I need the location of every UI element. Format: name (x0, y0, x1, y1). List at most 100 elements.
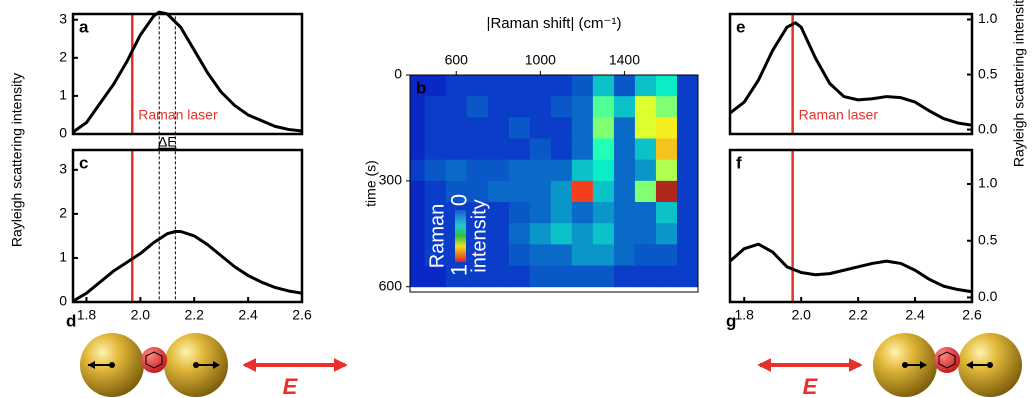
heat-cell (655, 265, 678, 288)
heat-cell (487, 180, 510, 203)
x-tick-label: 1.8 (735, 307, 755, 323)
axes-frame (728, 12, 974, 136)
heat-cell (613, 202, 636, 224)
heat-cell (508, 265, 531, 288)
heat-cell (424, 75, 447, 97)
heat-cell (550, 138, 573, 161)
heat-cell (424, 223, 447, 245)
x-tick-label: 2.2 (848, 307, 868, 323)
curve (72, 10, 303, 134)
heat-cell (676, 265, 698, 288)
y-tick-label: 600 (379, 277, 403, 293)
heat-cell (550, 202, 573, 224)
heat-cell (410, 96, 426, 118)
heat-cell (550, 180, 573, 203)
heat-cell (445, 265, 468, 288)
y-tick-label: 0 (59, 125, 67, 141)
heat-cell (466, 138, 489, 161)
heat-cell (529, 117, 552, 140)
heat-cell (613, 265, 636, 288)
x-tick-label: 1.8 (77, 307, 97, 323)
heat-cell (445, 180, 468, 203)
heat-cell (410, 138, 426, 161)
heat-cell (424, 180, 447, 203)
panel-label: c (79, 153, 88, 172)
heat-cell (487, 265, 510, 288)
heat-cell (592, 75, 615, 97)
heat-cell (676, 159, 698, 182)
panel-label: a (79, 17, 89, 36)
heat-cell (487, 244, 510, 267)
heat-cell (613, 223, 636, 245)
heat-cell (571, 159, 594, 182)
heat-cell (529, 159, 552, 182)
heat-cell (508, 138, 531, 161)
heat-cell (634, 265, 657, 288)
heat-cell (487, 202, 510, 224)
heat-cell (571, 138, 594, 161)
heat-cell (487, 117, 510, 140)
heat-cell (410, 180, 426, 203)
heat-cell (466, 265, 489, 288)
heat-cell (613, 75, 636, 97)
heatmap-cells (410, 75, 698, 288)
axes-frame (71, 12, 304, 136)
x-tick-label: 2.0 (131, 307, 151, 323)
x-tick-label: 2.4 (238, 307, 258, 323)
heat-cell (655, 159, 678, 182)
heat-cell (676, 244, 698, 267)
y-tick-label: 2 (59, 49, 67, 65)
heat-cell (508, 159, 531, 182)
x-tick-label: 2.6 (962, 307, 982, 323)
heat-cell (466, 96, 489, 118)
heat-cell (613, 138, 636, 161)
diagram-g (757, 333, 1022, 397)
colorbar-tick-label: 0 (446, 194, 471, 206)
heat-cell (634, 138, 657, 161)
heat-cell (655, 138, 678, 161)
heat-cell (508, 180, 531, 203)
x-tick-label: 600 (445, 52, 469, 68)
heat-cell (655, 96, 678, 118)
x-tick-label: 2.0 (791, 307, 811, 323)
heat-cell (592, 265, 615, 288)
heat-cell (410, 244, 426, 267)
y-tick-label: 0 (59, 293, 67, 309)
heat-cell (487, 96, 510, 118)
heat-cell (550, 117, 573, 140)
heat-cell (571, 265, 594, 288)
heat-cell (529, 180, 552, 203)
annotation: Raman laser (799, 107, 879, 123)
heat-cell (592, 117, 615, 140)
heat-cell (655, 180, 678, 203)
y-tick-label: 3 (59, 10, 67, 26)
heat-cell (592, 244, 615, 267)
y-tick-label: 2 (59, 205, 67, 221)
heat-cell (550, 96, 573, 118)
heat-cell (676, 96, 698, 118)
y-tick-label: 0 (394, 66, 402, 82)
axes-frame (409, 74, 699, 293)
y-tick-label: 1 (59, 87, 67, 103)
heat-cell (634, 75, 657, 97)
heat-cell (676, 117, 698, 140)
y-tick-label: 0.0 (978, 288, 998, 304)
heat-cell (410, 202, 426, 224)
heat-cell (529, 244, 552, 267)
x-tick-label: 1400 (609, 52, 640, 68)
axes-frame (728, 148, 974, 304)
heat-cell (410, 117, 426, 140)
heat-cell (592, 223, 615, 245)
heat-cell (634, 180, 657, 203)
heat-cell (410, 265, 426, 288)
heat-cell (613, 96, 636, 118)
delta-label: ΔE (158, 134, 177, 150)
heat-cell (571, 117, 594, 140)
heat-cell (410, 159, 426, 182)
x-tick-label: 2.6 (292, 307, 312, 323)
heat-cell (508, 75, 531, 97)
heat-cell (571, 223, 594, 245)
colorbar-label: Raman (426, 204, 448, 268)
heat-cell (466, 180, 489, 203)
